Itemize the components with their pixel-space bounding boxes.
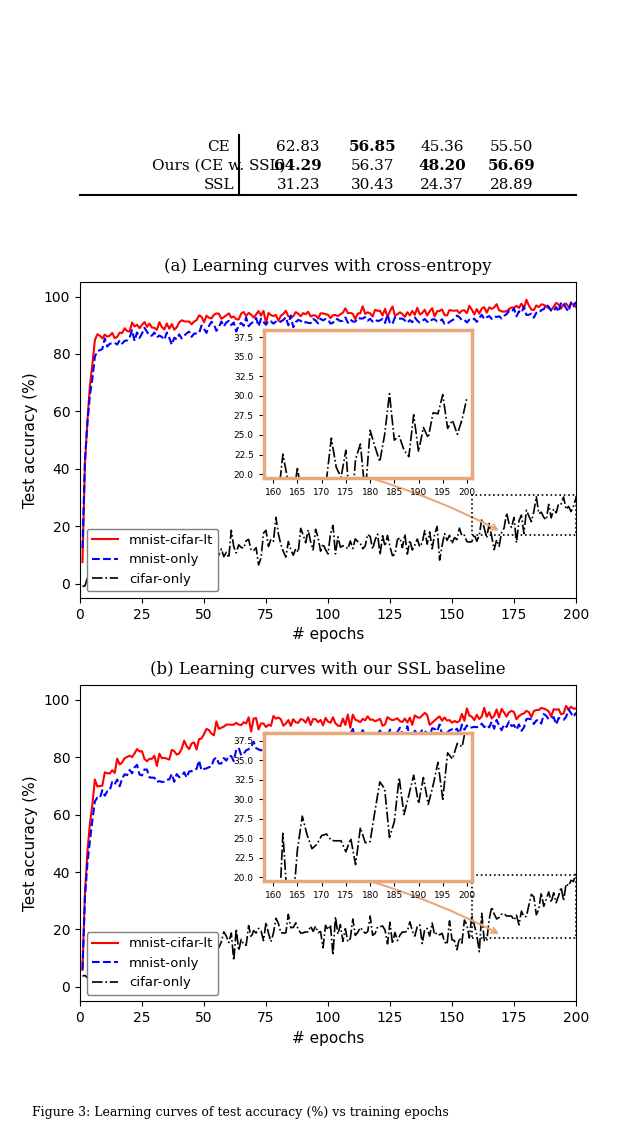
- mnist-cifar-lt: [170, 323, 178, 336]
- Text: 62.83: 62.83: [276, 140, 320, 154]
- mnist-cifar-lt: [522, 292, 530, 306]
- Line: mnist-only: mnist-only: [83, 302, 576, 548]
- mnist-only: [530, 718, 538, 731]
- mnist-only: [99, 783, 106, 796]
- mnist-cifar-lt: [108, 326, 116, 340]
- Text: 31.23: 31.23: [276, 178, 320, 192]
- Text: Ours (CE w. SSL): Ours (CE w. SSL): [152, 159, 285, 173]
- Text: 48.20: 48.20: [418, 159, 466, 173]
- Y-axis label: Test accuracy (%): Test accuracy (%): [23, 775, 38, 911]
- cifar-only: [550, 886, 557, 900]
- cifar-only: [108, 576, 116, 590]
- mnist-cifar-lt: [210, 308, 218, 322]
- cifar-only: [79, 970, 86, 983]
- Text: 55.50: 55.50: [490, 140, 533, 154]
- cifar-only: [532, 908, 540, 921]
- mnist-only: [572, 295, 580, 308]
- mnist-cifar-lt: [530, 704, 538, 718]
- mnist-only: [170, 331, 178, 344]
- Legend: mnist-cifar-lt, mnist-only, cifar-only: mnist-cifar-lt, mnist-only, cifar-only: [86, 932, 218, 994]
- mnist-only: [79, 963, 86, 976]
- mnist-cifar-lt: [572, 702, 580, 716]
- Text: 24.37: 24.37: [420, 178, 464, 192]
- Text: Figure 3: Learning curves of test accuracy (%) vs training epochs: Figure 3: Learning curves of test accura…: [32, 1106, 449, 1119]
- cifar-only: [86, 972, 94, 986]
- Line: mnist-only: mnist-only: [83, 710, 576, 970]
- Text: 56.85: 56.85: [349, 140, 396, 154]
- mnist-only: [547, 304, 555, 317]
- cifar-only: [572, 865, 580, 879]
- mnist-only: [170, 775, 178, 789]
- Text: 56.37: 56.37: [351, 159, 394, 173]
- Text: SSL: SSL: [204, 178, 234, 192]
- X-axis label: # epochs: # epochs: [292, 628, 364, 642]
- Line: cifar-only: cifar-only: [83, 496, 576, 586]
- cifar-only: [101, 963, 109, 976]
- mnist-cifar-lt: [547, 710, 555, 723]
- mnist-cifar-lt: [550, 300, 557, 314]
- Text: 45.36: 45.36: [420, 140, 464, 154]
- cifar-only: [173, 945, 180, 958]
- cifar-only: [532, 489, 540, 503]
- mnist-only: [547, 711, 555, 724]
- cifar-only: [550, 502, 557, 515]
- cifar-only: [212, 940, 220, 954]
- mnist-only: [108, 775, 116, 789]
- Text: 64.29: 64.29: [275, 159, 322, 173]
- Text: 30.43: 30.43: [351, 178, 394, 192]
- mnist-cifar-lt: [562, 699, 570, 712]
- cifar-only: [170, 561, 178, 575]
- mnist-only: [572, 705, 580, 719]
- Bar: [472, 875, 576, 938]
- mnist-only: [210, 753, 218, 766]
- Text: 56.69: 56.69: [488, 159, 536, 173]
- cifar-only: [111, 963, 118, 976]
- cifar-only: [99, 565, 106, 578]
- cifar-only: [530, 505, 538, 519]
- mnist-only: [210, 317, 218, 331]
- mnist-cifar-lt: [99, 778, 106, 792]
- mnist-only: [530, 310, 538, 324]
- mnist-only: [108, 336, 116, 350]
- Title: (a) Learning curves with cross-entropy: (a) Learning curves with cross-entropy: [164, 258, 492, 276]
- mnist-cifar-lt: [210, 729, 218, 742]
- mnist-cifar-lt: [170, 745, 178, 758]
- X-axis label: # epochs: # epochs: [292, 1030, 364, 1045]
- cifar-only: [79, 579, 86, 593]
- mnist-only: [564, 703, 572, 717]
- Text: CE: CE: [207, 140, 230, 154]
- mnist-cifar-lt: [79, 963, 86, 976]
- Y-axis label: Test accuracy (%): Test accuracy (%): [23, 372, 38, 507]
- Legend: mnist-cifar-lt, mnist-only, cifar-only: mnist-cifar-lt, mnist-only, cifar-only: [86, 529, 218, 592]
- mnist-cifar-lt: [99, 332, 106, 345]
- mnist-cifar-lt: [572, 300, 580, 314]
- Title: (b) Learning curves with our SSL baseline: (b) Learning curves with our SSL baselin…: [150, 662, 506, 678]
- Line: cifar-only: cifar-only: [83, 872, 576, 979]
- mnist-cifar-lt: [532, 298, 540, 312]
- mnist-cifar-lt: [108, 764, 116, 777]
- Bar: [472, 495, 576, 534]
- mnist-only: [79, 541, 86, 555]
- Text: 28.89: 28.89: [490, 178, 533, 192]
- mnist-only: [99, 342, 106, 356]
- cifar-only: [210, 538, 218, 551]
- cifar-only: [572, 492, 580, 505]
- Line: mnist-cifar-lt: mnist-cifar-lt: [83, 705, 576, 970]
- Line: mnist-cifar-lt: mnist-cifar-lt: [83, 299, 576, 562]
- mnist-cifar-lt: [79, 556, 86, 569]
